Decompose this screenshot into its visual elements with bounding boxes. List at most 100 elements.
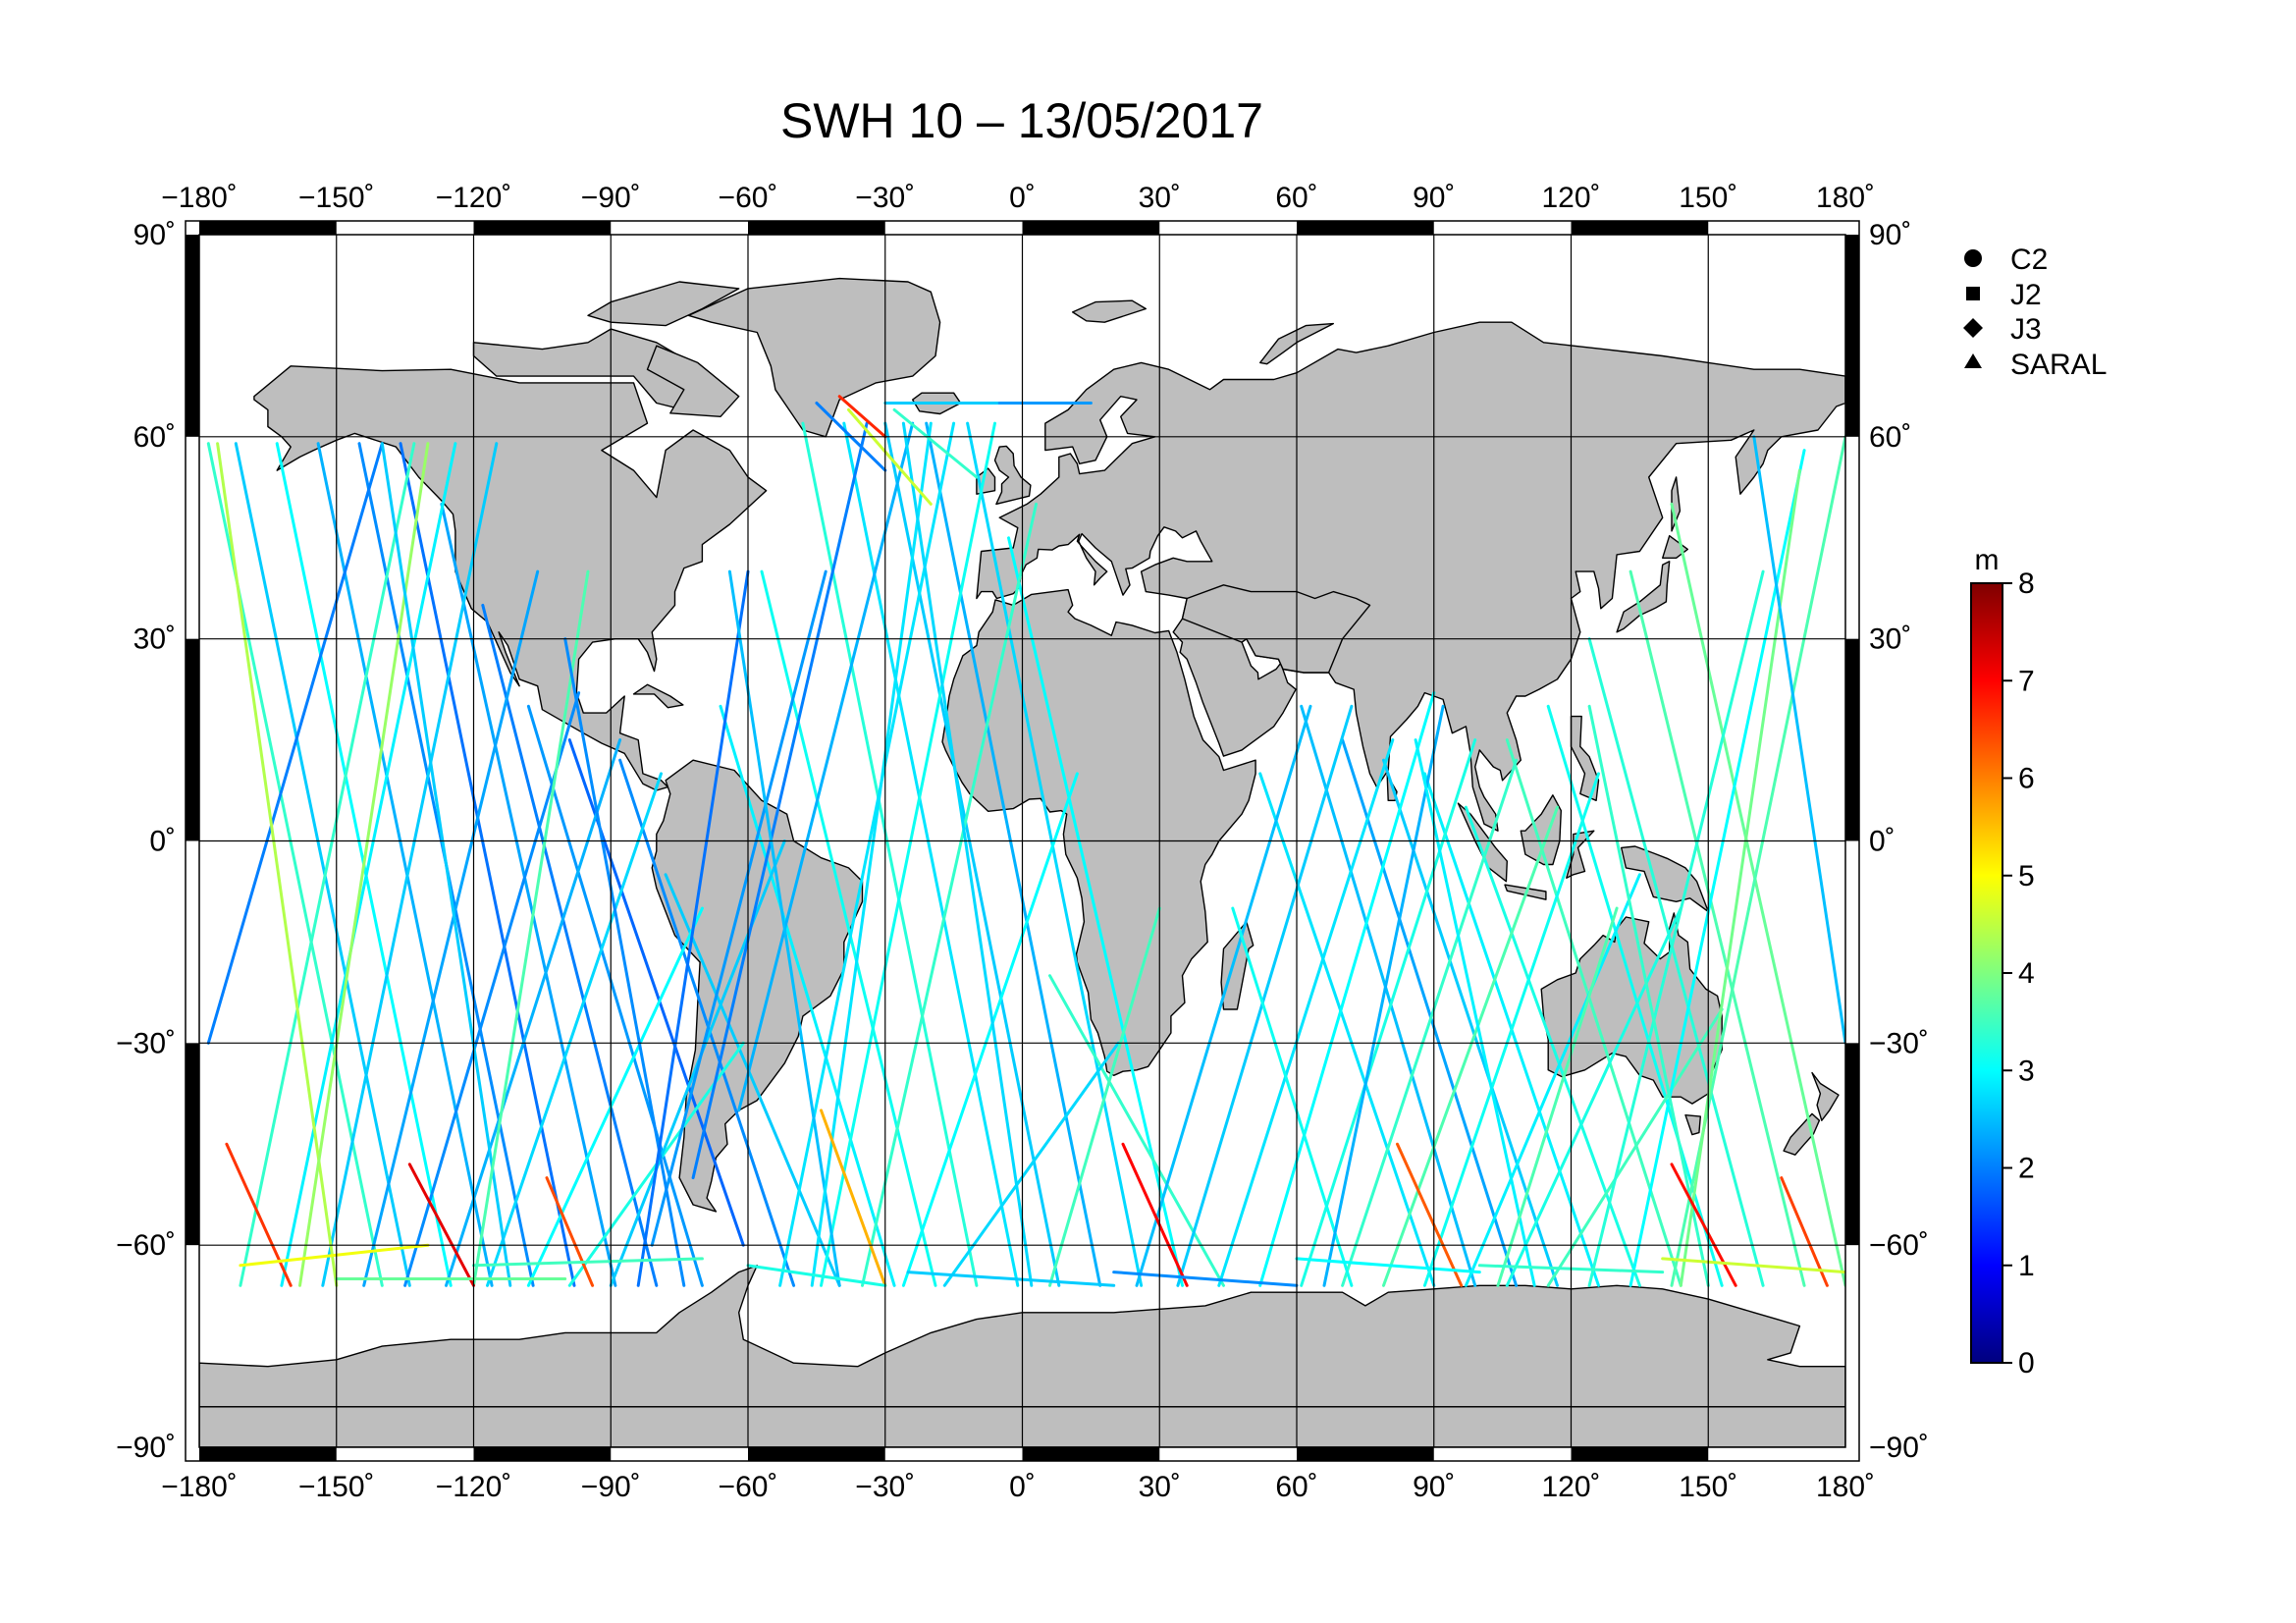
saral-triangle-icon [1964, 353, 1982, 368]
swh-track [399, 442, 576, 1287]
swh-track [892, 407, 979, 479]
lon-tick-label-top: −180˚ [161, 182, 238, 214]
lon-tick-label-bottom: −150˚ [298, 1471, 375, 1503]
frame-bar [186, 638, 199, 841]
landmass-baffin [646, 345, 740, 417]
swh-track [1382, 805, 1559, 1287]
graticule [199, 235, 1845, 1447]
lon-tick-label-top: 0˚ [1009, 182, 1036, 214]
colorbar-tick-label: 5 [2018, 860, 2035, 893]
swh-track [445, 738, 622, 1287]
lat-tick-label-left: 60˚ [133, 421, 176, 454]
landmass-philippines [1570, 715, 1600, 801]
lon-tick-label-bottom: −180˚ [161, 1471, 238, 1503]
swh-track [1780, 1176, 1829, 1287]
landmass-novaya-zemlya [1258, 322, 1335, 365]
lon-tick-label-top: −120˚ [436, 182, 512, 214]
frame-bar [1845, 638, 1859, 841]
swh-track [1341, 738, 1519, 1287]
lon-tick-label-top: 120˚ [1541, 182, 1600, 214]
swh-track [618, 758, 796, 1287]
lon-tick-label-top: 90˚ [1413, 182, 1455, 214]
swh-track [472, 569, 590, 1287]
swh-track [1505, 906, 1682, 1287]
swh-track [966, 421, 1144, 1287]
swh-track [1752, 435, 1845, 1045]
swh-track [1587, 637, 1765, 1287]
lat-tick-label-left: 30˚ [133, 623, 176, 656]
colorbar-ticks: 8 7 6 5 4 3 2 1 0 [2002, 568, 2035, 1380]
swh-track [1300, 704, 1477, 1287]
swh-track [746, 1264, 887, 1287]
frame-bar [473, 1447, 612, 1461]
swh-track [906, 1271, 1116, 1287]
colorbar-tick-label: 2 [2018, 1153, 2035, 1185]
frame-bar [473, 221, 612, 235]
swh-track [1112, 1271, 1299, 1287]
landmass-cuba [632, 683, 684, 709]
swh-track [545, 1176, 595, 1287]
lon-tick-labels-bottom: −180˚ −150˚ −120˚ −90˚ −60˚ −30˚ 0˚ 30˚ 60˚ 90˚ 12… [161, 1471, 1875, 1503]
swh-track [239, 442, 416, 1287]
colorbar: m 8 7 6 5 4 3 2 1 0 [1970, 544, 2035, 1380]
j2-square-icon [1966, 287, 1980, 300]
lon-tick-label-bottom: −90˚ [581, 1471, 641, 1503]
swh-track [407, 1163, 475, 1287]
frame-bar [1297, 221, 1434, 235]
swh-track [563, 637, 686, 1287]
frame-bar [1571, 1447, 1709, 1461]
swh-track [760, 569, 937, 1287]
legend-label-j2: J2 [2010, 279, 2042, 311]
swh-track [1587, 704, 1710, 1287]
swh-track [1341, 758, 1519, 1287]
swh-track [298, 442, 430, 1287]
swh-track [820, 1109, 887, 1287]
swh-track [1295, 1257, 1481, 1274]
frame-bar [1845, 235, 1859, 437]
landmass-ellesmere [587, 281, 740, 327]
lon-tick-label-bottom: 30˚ [1139, 1471, 1181, 1503]
swh-track [1496, 906, 1619, 1287]
swh-track [636, 569, 750, 1287]
lat-tick-label-left: −60˚ [116, 1229, 176, 1262]
colorbar-unit-label: m [1975, 544, 2000, 576]
colorbar-tick-label: 3 [2018, 1055, 2035, 1087]
colorbar-gradient [1970, 582, 2003, 1364]
swh-track [1048, 906, 1161, 1287]
swh-track [1231, 906, 1354, 1287]
colorbar-tick-label: 1 [2018, 1250, 2035, 1282]
landmass-svalbard [1071, 299, 1148, 323]
swh-track [316, 442, 494, 1287]
colorbar-tick-label: 8 [2018, 568, 2035, 600]
swh-track [472, 1257, 704, 1268]
swh-track [380, 442, 512, 1287]
swh-track [847, 407, 933, 506]
swh-track [737, 421, 915, 1112]
swh-tracks-layer [206, 395, 1845, 1287]
swh-track [403, 691, 581, 1287]
landmass-africa [941, 588, 1256, 1077]
swh-track [719, 704, 896, 1287]
swh-track [820, 421, 996, 1287]
swh-track [234, 442, 411, 1287]
frame-bar [199, 221, 337, 235]
frame-bar [748, 221, 885, 235]
swh-track [901, 772, 1079, 1287]
swh-track [861, 502, 1038, 1287]
lat-tick-label-left: 0˚ [149, 826, 176, 858]
swh-track [1422, 772, 1600, 1287]
legend-label-j3: J3 [2010, 313, 2042, 346]
lon-tick-label-top: 180˚ [1816, 182, 1875, 214]
swh-track [1505, 738, 1682, 1287]
landmass-greenland [687, 277, 941, 438]
lon-tick-label-top: −60˚ [719, 182, 778, 214]
lon-tick-label-bottom: 180˚ [1816, 1471, 1875, 1503]
swh-track [1661, 1257, 1845, 1274]
swh-track [650, 569, 828, 1247]
swh-track [1587, 569, 1765, 1287]
lon-tick-label-bottom: −60˚ [719, 1471, 778, 1503]
swh-track [1629, 449, 1806, 1287]
swh-track [526, 906, 704, 1287]
swh-track [1546, 704, 1724, 1287]
